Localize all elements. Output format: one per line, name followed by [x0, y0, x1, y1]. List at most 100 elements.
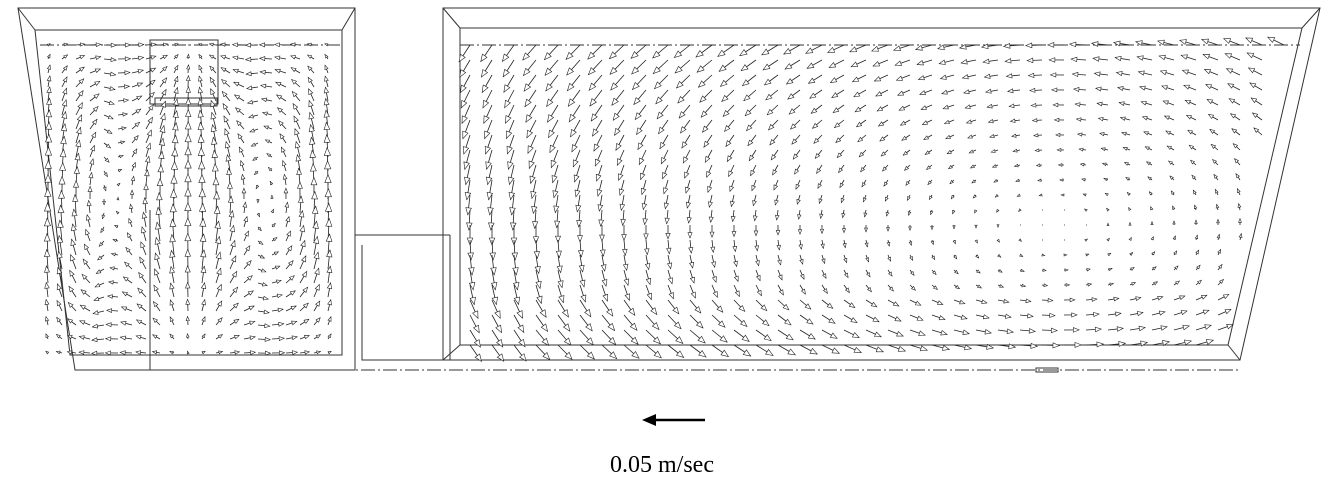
- vector-head: [169, 333, 174, 339]
- scale-arrow: [642, 414, 705, 426]
- vector-head: [609, 351, 618, 360]
- vector-head: [186, 350, 190, 355]
- vector-head: [800, 273, 805, 280]
- vector-head: [269, 180, 274, 186]
- vector-head: [844, 272, 849, 279]
- vector-head: [91, 323, 99, 329]
- vector-head: [271, 222, 276, 228]
- vector-head: [487, 207, 494, 216]
- vector-head: [1033, 133, 1039, 138]
- vector-head: [303, 318, 310, 324]
- vector-head: [1018, 238, 1022, 242]
- vector-head: [105, 143, 112, 149]
- vector-head: [1160, 325, 1168, 331]
- vector-head: [324, 160, 332, 170]
- edge: [17, 7, 36, 31]
- vector-head: [299, 224, 305, 233]
- vector-head: [200, 249, 207, 258]
- vector-head: [597, 204, 604, 212]
- vector-head: [1193, 204, 1198, 210]
- vector-head: [950, 194, 955, 200]
- vector-head: [897, 90, 905, 96]
- vector-head: [1227, 83, 1235, 89]
- vector-head: [567, 98, 576, 107]
- vector-head: [904, 165, 909, 171]
- vector-head: [210, 123, 217, 133]
- vector-head: [1071, 71, 1079, 78]
- vector-head: [783, 47, 792, 55]
- vector-head: [1143, 131, 1149, 136]
- vector-head: [945, 134, 951, 140]
- vector-head: [1071, 312, 1078, 318]
- vector-head: [641, 203, 648, 211]
- vector-head: [104, 157, 110, 163]
- vector-head: [1091, 297, 1098, 302]
- vector-head: [888, 286, 894, 292]
- vector-head: [234, 350, 241, 355]
- vector-head: [921, 120, 928, 125]
- vector-head: [185, 74, 191, 81]
- vector-head: [1007, 88, 1014, 94]
- vector-head: [124, 56, 132, 62]
- vector-head: [95, 42, 102, 47]
- vector-head: [797, 214, 802, 220]
- vector-head: [1253, 127, 1260, 133]
- vector-head: [1172, 205, 1176, 210]
- vector-head: [589, 98, 597, 107]
- vector-head: [312, 220, 319, 229]
- vector-head: [1158, 310, 1166, 316]
- vector-head: [547, 114, 555, 123]
- vector-head: [142, 197, 148, 205]
- vector-head: [967, 134, 973, 139]
- vector-head: [67, 318, 74, 324]
- vector-head: [974, 239, 978, 244]
- vector-head: [290, 55, 296, 60]
- vector-head: [853, 346, 863, 353]
- vector-head: [688, 247, 694, 254]
- vector-head: [95, 55, 102, 61]
- vector-head: [185, 315, 190, 322]
- vector-head: [814, 153, 821, 159]
- vector-head: [662, 172, 668, 180]
- vector-head: [1231, 128, 1238, 134]
- vector-head: [894, 316, 902, 322]
- vector-head: [557, 280, 564, 289]
- vector-head: [555, 250, 562, 259]
- vector-head: [634, 112, 642, 121]
- vector-head: [530, 190, 537, 200]
- vector-head: [949, 179, 954, 185]
- vector-head: [541, 337, 550, 347]
- vector-head: [290, 67, 297, 73]
- vector-head: [58, 175, 66, 185]
- vector-head: [1224, 53, 1233, 59]
- vector-head: [685, 186, 691, 194]
- vector-head: [314, 267, 320, 275]
- vector-head: [717, 320, 726, 328]
- vector-head: [246, 260, 252, 267]
- vector-head: [504, 99, 511, 109]
- vector-head: [1194, 234, 1199, 240]
- vector-head: [120, 321, 127, 326]
- vector-head: [287, 245, 293, 252]
- vector-head: [1185, 114, 1193, 120]
- vector-head: [210, 111, 217, 120]
- vector-head: [1251, 112, 1259, 119]
- vector-head: [198, 202, 207, 212]
- vector-head: [155, 206, 162, 215]
- vector-head: [325, 217, 333, 227]
- vector-head: [1027, 72, 1035, 78]
- vector-head: [75, 139, 82, 148]
- vector-head: [1095, 86, 1102, 92]
- vector-head: [185, 97, 192, 105]
- vector-head: [44, 159, 52, 169]
- vector-head: [829, 332, 838, 339]
- vector-head: [982, 314, 990, 320]
- vector-head: [1215, 203, 1220, 209]
- vector-head: [535, 280, 542, 290]
- vector-head: [576, 220, 583, 228]
- vector-head: [1020, 268, 1025, 272]
- vector-head: [217, 317, 223, 323]
- vector-head: [1090, 41, 1099, 47]
- vector-head: [998, 269, 1003, 273]
- vector-head: [259, 69, 266, 75]
